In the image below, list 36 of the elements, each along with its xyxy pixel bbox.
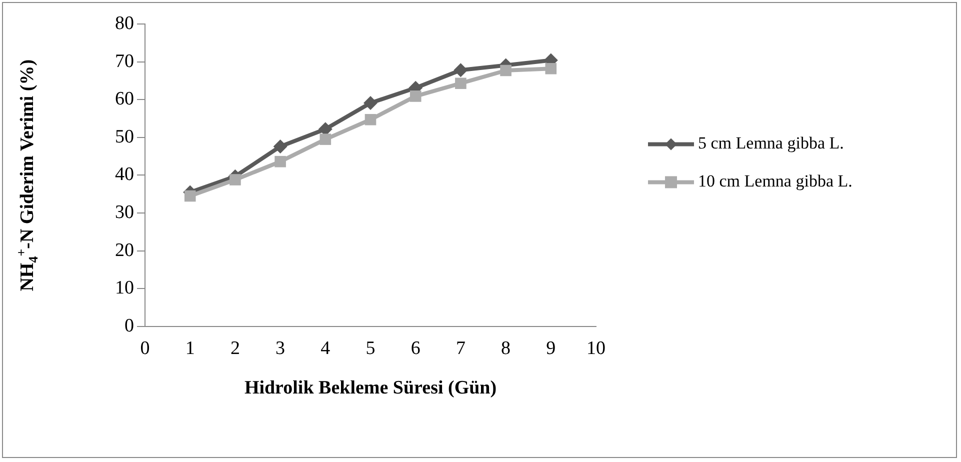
x-tick-label: 4 (320, 338, 331, 359)
y-tick-label: 20 (115, 240, 134, 261)
y-tick-label: 60 (115, 88, 134, 110)
y-tick-label: 70 (115, 50, 134, 72)
point (500, 64, 512, 76)
y-axis-title: NH4+-N Giderim Verimi (%) (13, 59, 40, 292)
x-tick-label: 8 (501, 338, 511, 359)
x-tick-label: 10 (586, 338, 606, 359)
y-tick-label: 30 (115, 202, 134, 223)
x-tick-label: 0 (140, 338, 150, 359)
point (364, 114, 376, 126)
x-axis-title: Hidrolik Bekleme Süresi (Gün) (244, 378, 497, 399)
y-tick-label: 40 (115, 164, 134, 186)
x-tick-label: 3 (276, 338, 286, 359)
y-tick-label: 80 (115, 12, 134, 34)
x-tick-label: 1 (185, 338, 195, 359)
point (410, 90, 422, 102)
point (455, 78, 466, 90)
x-tick-label: 5 (366, 338, 376, 359)
point (545, 62, 557, 74)
point (454, 63, 468, 78)
x-tick-label: 2 (230, 338, 240, 359)
y-tick-label: 0 (124, 315, 134, 336)
point (364, 96, 378, 110)
point (273, 139, 288, 154)
x-tick-label: 7 (456, 338, 466, 359)
point (274, 156, 286, 168)
y-tick-label: 10 (115, 278, 134, 299)
point (230, 174, 241, 186)
point (320, 134, 332, 145)
legend-label: 10 cm Lemna gibba L. (698, 172, 852, 191)
point (184, 190, 196, 202)
y-tick-label: 50 (115, 126, 134, 148)
x-tick-label: 9 (546, 338, 556, 359)
x-tick-label: 6 (410, 338, 420, 359)
legend-label: 5 cm Lemna gibba L. (698, 134, 844, 153)
